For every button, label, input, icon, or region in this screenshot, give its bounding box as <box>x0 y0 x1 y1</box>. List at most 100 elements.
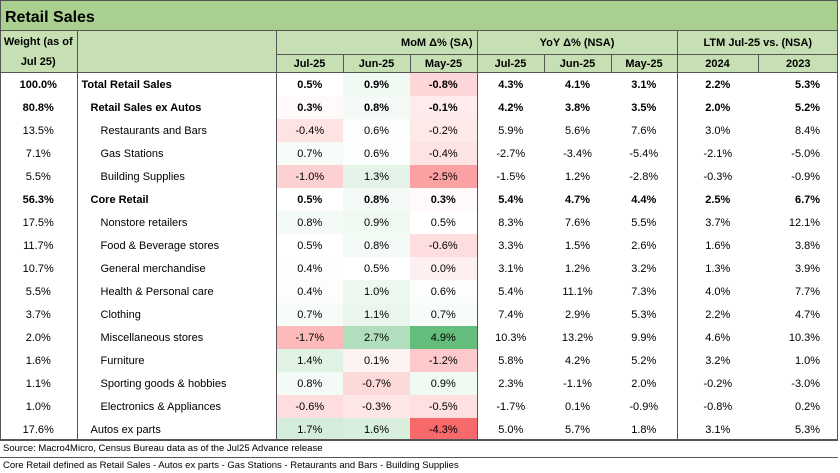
ltm-value: 3.8% <box>794 239 821 252</box>
category-name: Clothing <box>76 303 276 326</box>
mom-value: 0.9% <box>343 72 410 96</box>
mom-value: 0.3% <box>275 96 343 119</box>
table-row: 7.1% Gas Stations 0.7% 0.6% -0.4% -2.7% -3.4% -… <box>0 142 838 165</box>
yoy-value: 0.1% <box>564 400 591 413</box>
table-row: 56.3% Core Retail 0.5% 0.8% 0.3% 5.4% 4.7% 4.4%… <box>0 188 838 211</box>
mom-value: -0.8% <box>410 72 477 96</box>
category-name: Gas Stations <box>76 142 276 165</box>
table-row: 1.6% Furniture 1.4% 0.1% -1.2% 5.8% 4.2% 5.2% 3.… <box>0 349 838 372</box>
table-row: 100.0% Total Retail Sales 0.5% 0.9% -0.8% 4.3… <box>0 72 838 96</box>
yoy-value: -3.4% <box>563 147 592 160</box>
weight-cell: 80.8% <box>22 101 54 114</box>
source-note: Source: Macro4Micro, Census Bureau data … <box>3 443 323 454</box>
category-name: Miscellaneous stores <box>76 326 276 349</box>
yoy-value: -5.4% <box>629 147 659 160</box>
mom-value: 0.8% <box>275 372 343 395</box>
mom-value: 0.4% <box>275 257 343 280</box>
weight-cell: 17.6% <box>22 423 54 436</box>
mom-value: -1.2% <box>410 349 477 372</box>
category-name: Nonstore retailers <box>76 211 276 234</box>
weight-cell: 5.5% <box>25 170 51 183</box>
mom-value: -1.0% <box>275 165 343 188</box>
ltm-value: 3.1% <box>676 418 759 441</box>
ltm-value: 2.2% <box>676 72 759 96</box>
table-title: Retail Sales <box>0 0 838 31</box>
mom-value: 0.3% <box>410 188 477 211</box>
ltm-value: -0.3% <box>676 165 759 188</box>
ltm-value: -5.0% <box>791 147 821 160</box>
ltm-value: 6.7% <box>794 193 821 206</box>
mom-value: -0.5% <box>410 395 477 418</box>
ltm-value: -0.2% <box>676 372 759 395</box>
yoy-value: 1.5% <box>564 239 591 252</box>
mom-value: 0.7% <box>410 303 477 326</box>
ltm-value: 4.7% <box>794 308 821 321</box>
yoy-value: 3.3% <box>476 234 544 257</box>
table-row: 3.7% Clothing 0.7% 1.1% 0.7% 7.4% 2.9% 5.3% 2.2%… <box>0 303 838 326</box>
table-row: 2.0% Miscellaneous stores -1.7% 2.7% 4.9% 10.… <box>0 326 838 349</box>
ltm-value: -3.0% <box>791 377 821 390</box>
ltm-value: 1.3% <box>676 257 759 280</box>
yoy-value: 3.1% <box>631 78 657 91</box>
mom-value: 0.1% <box>343 349 410 372</box>
mom-value: 0.7% <box>275 142 343 165</box>
yoy-value: 1.2% <box>564 262 591 275</box>
table-row: 17.6% Autos ex parts 1.7% 1.6% -4.3% 5.0% 5.7%… <box>0 418 838 441</box>
ltm-value: 5.3% <box>794 423 821 436</box>
mom-value: -2.5% <box>410 165 477 188</box>
yoy-value: -1.1% <box>563 377 592 390</box>
ltm-value: 4.6% <box>676 326 759 349</box>
yoy-value: 5.9% <box>476 119 544 142</box>
category-name: Restaurants and Bars <box>76 119 276 142</box>
ltm-group-header: LTM Jul-25 vs. (NSA) <box>676 31 839 55</box>
mom-value: 0.5% <box>275 234 343 257</box>
yoy-value: -1.7% <box>476 395 544 418</box>
table-row: 1.1% Sporting goods & hobbies 0.8% -0.7% 0.9… <box>0 372 838 395</box>
mom-value: 0.5% <box>410 211 477 234</box>
mom-value: 0.5% <box>343 257 410 280</box>
weight-cell: 13.5% <box>22 124 54 137</box>
ltm-col-header: 2024 <box>676 54 759 73</box>
mom-value: 0.6% <box>410 280 477 303</box>
ltm-value: 1.0% <box>794 354 821 367</box>
mom-value: 1.6% <box>343 418 410 441</box>
mom-value: 0.8% <box>343 96 410 119</box>
category-name: Sporting goods & hobbies <box>76 372 276 395</box>
ltm-value: 1.6% <box>676 234 759 257</box>
mom-value: 0.8% <box>343 234 410 257</box>
ltm-value: 4.0% <box>676 280 759 303</box>
table-row: 10.7% General merchandise 0.4% 0.5% 0.0% 3.1%… <box>0 257 838 280</box>
weight-cell: 10.7% <box>22 262 54 275</box>
ltm-value: -0.9% <box>791 170 821 183</box>
weight-cell: 1.0% <box>25 400 51 413</box>
mom-value: 0.4% <box>275 280 343 303</box>
yoy-value: 7.6% <box>631 124 657 137</box>
mom-value: 2.7% <box>343 326 410 349</box>
yoy-value: 5.2% <box>631 354 657 367</box>
weight-cell: 3.7% <box>25 308 51 321</box>
mom-value: -0.1% <box>410 96 477 119</box>
weight-header: Weight (as of Jul 25) <box>0 31 77 73</box>
yoy-value: 9.9% <box>631 331 657 344</box>
table-row: 17.5% Nonstore retailers 0.8% 0.9% 0.5% 8.3% 7… <box>0 211 838 234</box>
yoy-col-header: Jul-25 <box>476 54 544 73</box>
ltm-value: 12.1% <box>788 216 821 229</box>
mom-value: 1.3% <box>343 165 410 188</box>
retail-sales-table: Weight (as of Jul 25) MoM Δ% (SA) YoY Δ%… <box>0 31 839 441</box>
mom-value: -0.2% <box>410 119 477 142</box>
category-name: Retail Sales ex Autos <box>76 96 276 119</box>
yoy-value: 3.5% <box>631 101 657 114</box>
mom-value: 1.1% <box>343 303 410 326</box>
category-name: Total Retail Sales <box>76 72 276 96</box>
ltm-value: -0.8% <box>676 395 759 418</box>
mom-value: 4.9% <box>410 326 477 349</box>
ltm-value: 3.0% <box>676 119 759 142</box>
weight-cell: 5.5% <box>25 285 51 298</box>
mom-value: 0.5% <box>275 72 343 96</box>
yoy-value: 4.7% <box>564 193 591 206</box>
yoy-col-header: Jun-25 <box>543 54 611 73</box>
mom-value: 0.8% <box>275 211 343 234</box>
yoy-value: 3.8% <box>564 101 591 114</box>
weight-cell: 100.0% <box>19 78 57 91</box>
category-name: Health & Personal care <box>76 280 276 303</box>
